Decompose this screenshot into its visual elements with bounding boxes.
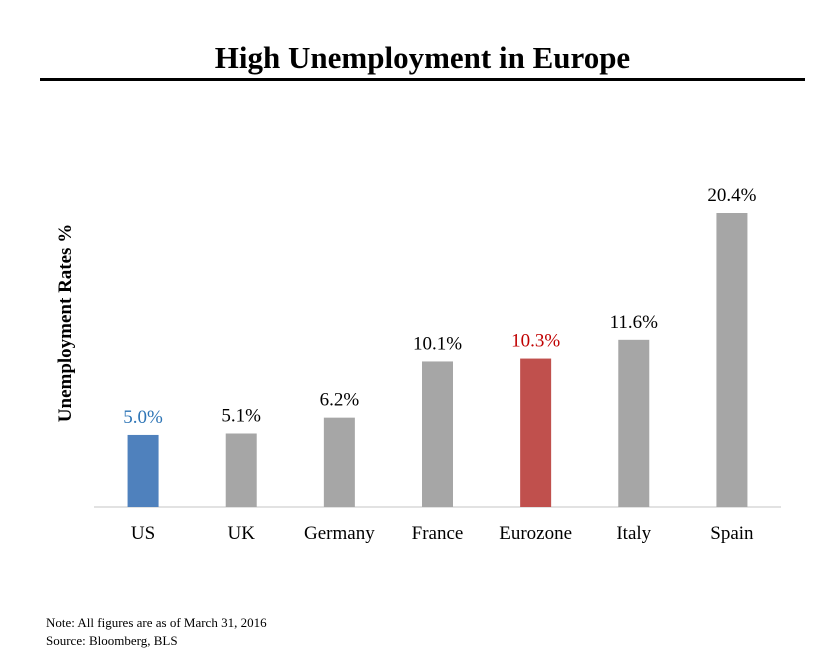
bar-eurozone — [520, 358, 552, 507]
bar-italy — [618, 339, 650, 507]
bar-uk — [225, 433, 257, 507]
data-label-spain: 20.4% — [707, 185, 756, 206]
tick-label-us: US — [131, 523, 155, 544]
tick-label-spain: Spain — [710, 523, 754, 544]
data-label-france: 10.1% — [413, 333, 462, 354]
data-label-eurozone: 10.3% — [511, 331, 560, 352]
bar-germany — [323, 417, 355, 507]
data-label-germany: 6.2% — [320, 390, 360, 411]
tick-label-eurozone: Eurozone — [499, 523, 572, 544]
footnote-note: Note: All figures are as of March 31, 20… — [46, 615, 267, 630]
tick-label-italy: Italy — [616, 523, 651, 544]
footnote-source: Source: Bloomberg, BLS — [46, 633, 178, 648]
title-underline — [40, 78, 805, 81]
data-label-italy: 11.6% — [610, 312, 659, 333]
bar-chart: 5.0% US 5.1% UK 6.2% Germany 10.1% France 10.3% E… — [94, 185, 781, 544]
chart-title: High Unemployment in Europe — [214, 40, 631, 75]
tick-label-uk: UK — [227, 523, 255, 544]
tick-label-france: France — [412, 523, 464, 544]
bar-spain — [716, 213, 748, 507]
data-label-uk: 5.1% — [221, 406, 261, 427]
data-label-us: 5.0% — [123, 407, 163, 428]
tick-label-germany: Germany — [304, 523, 375, 544]
bar-france — [422, 361, 453, 507]
bar-us — [127, 434, 159, 507]
